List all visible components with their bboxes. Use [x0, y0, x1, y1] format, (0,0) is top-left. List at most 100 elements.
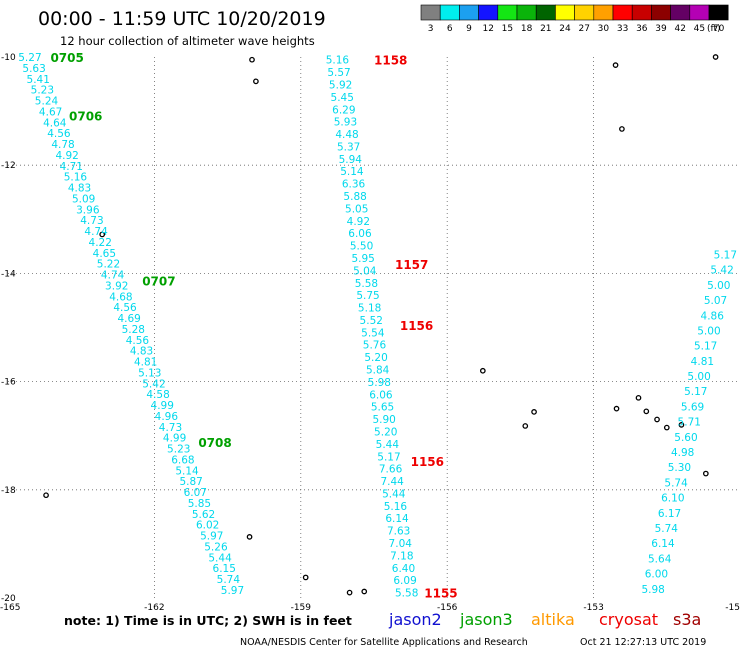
- swh-value-label: 4.48: [335, 129, 358, 141]
- swh-value-label: 5.54: [361, 327, 385, 339]
- swh-value-label: 4.58: [146, 389, 169, 401]
- swh-value-label: 5.14: [175, 465, 199, 477]
- y-tick-label: -16: [1, 378, 16, 388]
- island-outline: [613, 405, 620, 412]
- swh-value-label: 5.50: [350, 241, 373, 253]
- x-tick-label: -15: [725, 603, 740, 613]
- swh-color-legend: 3 6 9 12 15 18 21 24 27 30 33 36 39 42 45 70: [420, 4, 729, 34]
- swh-value-label: 5.58: [355, 278, 378, 290]
- pass-time-label: 1157: [395, 258, 428, 272]
- swh-value-label: 5.97: [221, 585, 244, 597]
- swh-value-label: 4.71: [60, 161, 83, 173]
- swh-value-label: 6.09: [393, 575, 416, 587]
- island-outline: [43, 492, 49, 499]
- swh-value-label: 5.30: [668, 462, 691, 474]
- legend-swatch: [574, 4, 595, 21]
- swh-value-label: 5.16: [384, 501, 408, 513]
- island-outline: [712, 54, 719, 60]
- swh-value-label: 5.85: [188, 498, 211, 510]
- swh-value-label: 5.09: [72, 193, 95, 205]
- legend-swatch: [631, 4, 652, 21]
- legend-bin-label: 15: [502, 24, 513, 34]
- swh-value-label: 6.07: [184, 487, 207, 499]
- legend-swatch: [478, 4, 499, 21]
- swh-value-label: 5.37: [337, 141, 360, 153]
- satellite-legend-entry: s3a: [673, 610, 701, 629]
- x-tick-label: -159: [291, 603, 312, 613]
- legend-bin-label: 45: [694, 24, 705, 34]
- swh-value-label: 5.62: [192, 509, 215, 521]
- y-tick-label: -20: [1, 594, 16, 604]
- swh-value-label: 4.73: [159, 422, 182, 434]
- swh-value-label: 6.36: [342, 179, 366, 191]
- swh-value-label: 5.20: [374, 426, 397, 438]
- swh-value-label: 5.00: [707, 280, 730, 292]
- legend-swatch: [689, 4, 710, 21]
- swh-value-label: 5.00: [697, 325, 720, 337]
- island-outline: [619, 126, 625, 132]
- swh-value-label: 5.63: [22, 63, 45, 75]
- swh-value-label: 6.68: [171, 454, 194, 466]
- legend-swatch: [708, 4, 729, 21]
- swh-value-label: 5.24: [35, 96, 59, 108]
- swh-value-label: 5.17: [694, 341, 717, 353]
- swh-value-label: 4.56: [113, 302, 137, 314]
- legend-swatch: [651, 4, 671, 21]
- y-tick-label: -12: [1, 161, 16, 171]
- swh-value-label: 6.10: [661, 493, 684, 505]
- satellite-legend-entry: cryosat: [599, 610, 658, 629]
- swh-value-label: 4.69: [117, 313, 140, 325]
- x-tick-label: -162: [144, 603, 164, 613]
- legend-bin-label: 6: [447, 24, 453, 34]
- swh-value-label: 5.57: [327, 67, 350, 79]
- legend-swatch: [593, 4, 614, 21]
- swh-value-label: 5.22: [97, 259, 120, 271]
- pass-time-label: 0706: [69, 109, 102, 123]
- legend-bin-label: 3: [428, 24, 434, 34]
- swh-value-label: 7.66: [379, 464, 403, 476]
- swh-value-label: 4.86: [701, 310, 725, 322]
- island-outline: [678, 422, 685, 428]
- swh-value-label: 5.17: [377, 451, 400, 463]
- axis-tick-labels: -10 -12 -14 -16 -18 -20-165 -162 -159 -156 -153 -1…: [0, 53, 740, 613]
- legend-swatch: [670, 4, 691, 21]
- swh-value-label: 5.52: [360, 315, 383, 327]
- swh-value-label: 7.04: [389, 538, 413, 550]
- legend-bin-label: 30: [598, 24, 610, 34]
- chart-title: 00:00 - 11:59 UTC 10/20/2019: [38, 8, 326, 30]
- satellite-legend-entry: jason2: [388, 610, 442, 629]
- swh-value-label: 5.18: [358, 303, 381, 315]
- island-outline: [635, 394, 642, 401]
- swh-value-label: 6.06: [348, 228, 372, 240]
- legend-bin-label: 27: [578, 24, 589, 34]
- satellite-legend-entry: jason3: [459, 610, 513, 629]
- swh-value-label: 5.27: [18, 52, 41, 64]
- swh-value-label: 3.96: [76, 204, 100, 216]
- swh-value-label: 4.67: [39, 106, 62, 118]
- island-outline: [522, 423, 529, 429]
- swh-value-label: 5.93: [334, 117, 357, 129]
- swh-value-label: 5.65: [371, 402, 394, 414]
- swh-value-label: 5.74: [217, 574, 241, 586]
- swh-value-label: 5.75: [356, 290, 379, 302]
- track-cryosat: 5.165.575.925.456.295.934.485.375.945.14…: [326, 54, 458, 601]
- altimeter-tracks: 5.275.635.415.235.244.674.644.564.784.92…: [18, 51, 737, 601]
- swh-value-label: 6.40: [392, 563, 415, 575]
- legend-bin-label: 39: [655, 24, 667, 34]
- y-tick-label: -14: [1, 269, 16, 279]
- swh-value-label: 5.76: [363, 340, 387, 352]
- swh-value-label: 5.44: [376, 439, 400, 451]
- swh-value-label: 4.56: [126, 335, 150, 347]
- swh-value-label: 4.78: [51, 139, 74, 151]
- swh-value-label: 4.64: [43, 117, 67, 129]
- swh-value-label: 4.74: [101, 270, 125, 282]
- swh-value-label: 4.68: [109, 291, 132, 303]
- swh-value-label: 5.23: [31, 85, 54, 97]
- legend-bin-label: 36: [636, 24, 648, 34]
- swh-value-label: 5.74: [664, 477, 688, 489]
- land-outlines: [43, 54, 719, 596]
- track-jason2: 5.17 5.42 5.00 5.07 4.86 5.00 5.17 4.81 5.00 5.17…: [641, 249, 737, 595]
- x-tick-label: -153: [583, 603, 603, 613]
- footer-timestamp: Oct 21 12:27:13 UTC 2019: [580, 637, 706, 648]
